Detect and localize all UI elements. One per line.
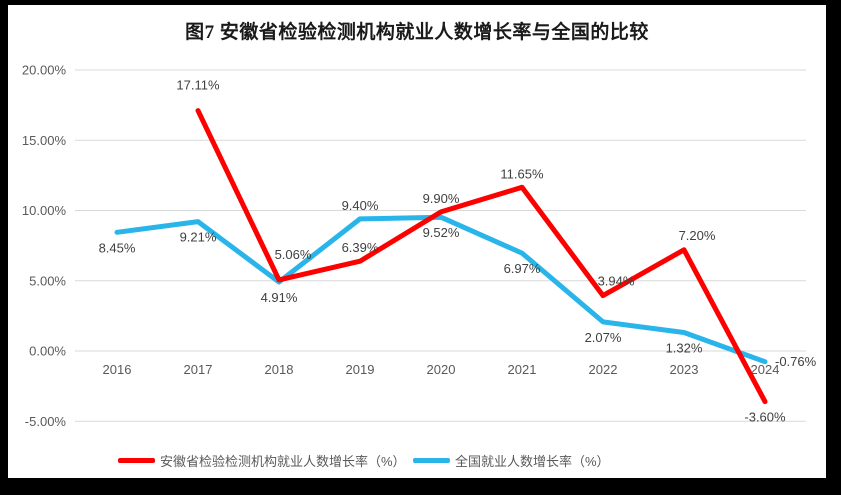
- y-tick-label: 20.00%: [22, 63, 67, 78]
- data-label: 9.40%: [342, 198, 379, 213]
- data-label: 9.21%: [180, 230, 217, 245]
- data-label: 3.94%: [598, 274, 635, 289]
- legend-marker-anhui-red-line: [118, 457, 155, 463]
- x-tick-label: 2017: [184, 362, 213, 377]
- x-tick-label: 2021: [508, 362, 537, 377]
- legend-item-national: 全国就业人数增长率（%）: [413, 452, 610, 469]
- chart-panel: 图7 安徽省检验检测机构就业人数增长率与全国的比较 20.00% 15.00% 10…: [8, 5, 826, 478]
- data-label: 1.32%: [666, 340, 703, 355]
- legend-label-anhui: 安徽省检验检测机构就业人数增长率（%）: [160, 453, 406, 469]
- legend-marker-national-blue-line: [413, 457, 450, 463]
- data-label: -3.60%: [744, 410, 786, 425]
- legend-item-anhui: 安徽省检验检测机构就业人数增长率（%）: [118, 452, 406, 469]
- data-label: 9.90%: [423, 191, 460, 206]
- data-label: 7.20%: [679, 228, 716, 243]
- chart-title: 图7 安徽省检验检测机构就业人数增长率与全国的比较: [185, 22, 649, 43]
- legend-label-national: 全国就业人数增长率（%）: [455, 453, 610, 469]
- data-label: 9.52%: [423, 225, 460, 240]
- y-tick-label: -5.00%: [25, 414, 67, 429]
- data-label: 8.45%: [99, 240, 136, 255]
- x-tick-label: 2024: [751, 362, 780, 377]
- x-tick-label: 2022: [589, 362, 618, 377]
- x-tick-label: 2016: [103, 362, 132, 377]
- x-tick-label: 2019: [346, 362, 375, 377]
- data-label: -0.76%: [775, 354, 817, 369]
- data-label: 6.97%: [504, 261, 541, 276]
- series-line-anhui-red: [195, 108, 768, 405]
- data-label: 4.91%: [261, 290, 298, 305]
- y-tick-label: 0.00%: [29, 344, 66, 359]
- series-line-national-blue: [114, 214, 768, 365]
- x-tick-label: 2020: [427, 362, 456, 377]
- data-label: 6.39%: [342, 240, 379, 255]
- data-label: 2.07%: [585, 330, 622, 345]
- x-tick-label: 2023: [670, 362, 699, 377]
- y-tick-label: 5.00%: [29, 273, 66, 288]
- data-label: 11.65%: [500, 166, 544, 181]
- y-tick-label: 15.00%: [22, 133, 67, 148]
- data-label: 5.06%: [275, 247, 312, 262]
- y-tick-label: 10.00%: [22, 203, 67, 218]
- x-tick-label: 2018: [265, 362, 294, 377]
- data-label: 17.11%: [176, 78, 220, 93]
